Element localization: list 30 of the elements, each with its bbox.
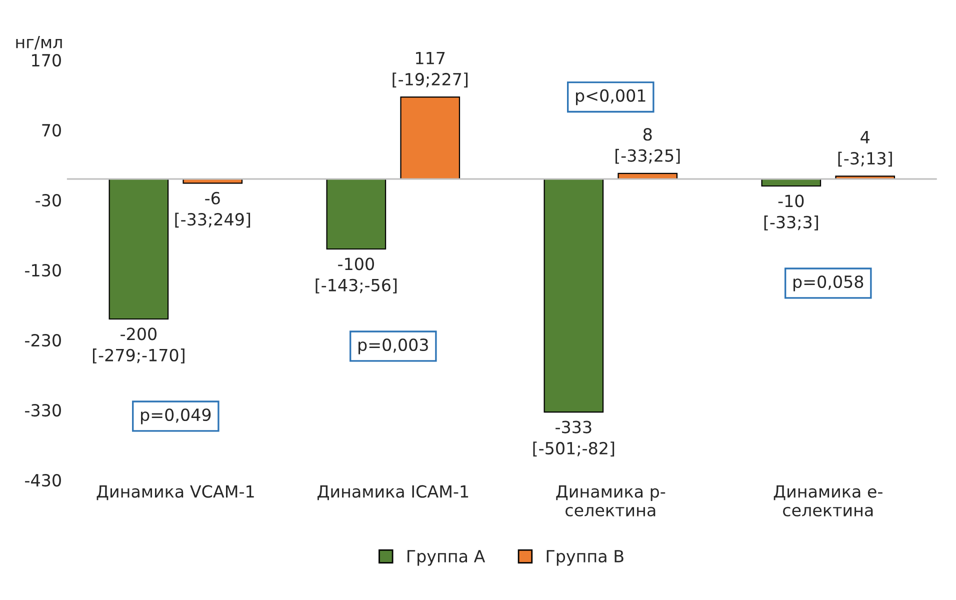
data-label: 8 [-33;25] xyxy=(616,128,680,164)
data-label: -200 [-279;-170] xyxy=(92,328,184,364)
annotation: p=0,003 xyxy=(358,338,428,354)
bar xyxy=(400,96,460,180)
y-tick-label: -30 xyxy=(36,194,61,207)
legend-label: Группа А xyxy=(408,550,486,566)
y-tick-label: -430 xyxy=(25,474,61,487)
y-tick-label: 170 xyxy=(32,54,61,67)
data-label: -10 [-33;3] xyxy=(764,194,818,230)
legend-label: Группа В xyxy=(546,550,624,566)
y-tick-label: -230 xyxy=(25,334,61,347)
x-tick-label: Динамика p- селектина xyxy=(556,485,666,516)
x-tick-label: Динамика ICAM-1 xyxy=(318,485,468,500)
bar xyxy=(326,178,386,250)
data-label: -333 [-501;-82] xyxy=(533,420,614,456)
bar xyxy=(544,178,604,413)
data-label: -100 [-143;-56] xyxy=(316,258,397,294)
data-label: 117 [-19;227] xyxy=(392,52,468,88)
data-label: -6 [-33;249] xyxy=(175,192,250,228)
annotation: p=0,049 xyxy=(141,408,211,424)
y-axis-title: нг/мл xyxy=(16,36,62,50)
x-tick-label: Динамика e- селектина xyxy=(774,485,882,516)
y-tick-label: -330 xyxy=(25,404,61,417)
annotation: p<0,001 xyxy=(576,89,646,106)
x-tick-label: Динамика VCAM-1 xyxy=(96,485,254,500)
annotation: p=0,058 xyxy=(794,275,864,292)
y-tick-label: 70 xyxy=(42,124,61,137)
data-label: 4 [-3;13] xyxy=(838,131,892,167)
y-tick-label: -130 xyxy=(25,264,61,277)
bar xyxy=(108,178,169,320)
